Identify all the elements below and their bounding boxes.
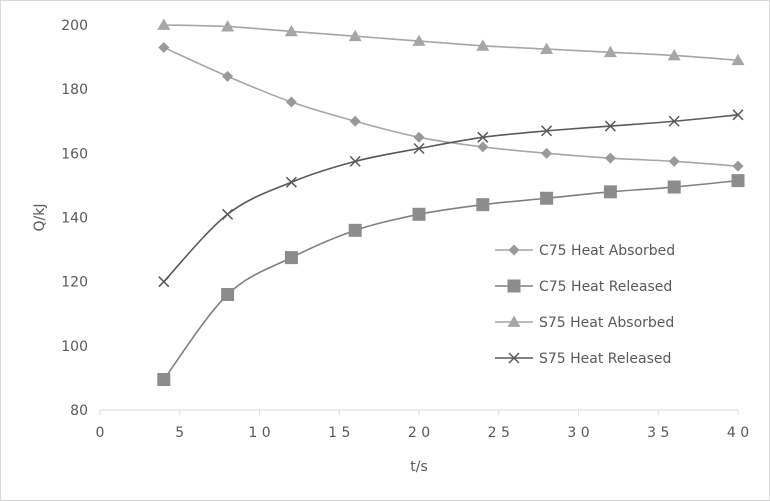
legend-entry: S75 Heat Absorbed: [495, 315, 674, 331]
data-point: [222, 71, 233, 82]
data-point: [157, 19, 170, 30]
x-tick-label: 3 0: [567, 425, 589, 441]
y-tick-label: 160: [61, 146, 88, 162]
data-point: [157, 373, 170, 386]
legend-entry: C75 Heat Absorbed: [495, 243, 675, 259]
data-point: [604, 185, 617, 198]
y-tick-label: 180: [61, 82, 88, 98]
data-point: [350, 156, 360, 166]
x-tick-label: 4 0: [727, 425, 749, 441]
x-tick-label: 2 0: [408, 425, 430, 441]
legend-marker: [509, 245, 520, 256]
data-point: [413, 208, 426, 221]
legend-entry: S75 Heat Released: [495, 351, 671, 367]
data-point: [477, 141, 488, 152]
legend-label: C75 Heat Released: [539, 279, 672, 295]
y-tick-label: 120: [61, 275, 88, 291]
data-point: [668, 181, 681, 194]
data-point: [223, 209, 233, 219]
legend-label: C75 Heat Absorbed: [539, 243, 675, 259]
legend-marker: [508, 280, 521, 293]
data-point: [159, 277, 169, 287]
series-3: [159, 110, 743, 287]
data-point: [476, 198, 489, 211]
y-axis-title: Q/kJ: [32, 204, 48, 232]
data-point: [285, 251, 298, 264]
data-point: [669, 156, 680, 167]
data-point: [349, 224, 362, 237]
data-point: [541, 148, 552, 159]
data-point: [414, 132, 425, 143]
y-tick-label: 140: [61, 211, 88, 227]
data-point: [605, 153, 616, 164]
y-tick-label: 80: [70, 403, 88, 419]
data-point: [221, 288, 234, 301]
data-point: [158, 42, 169, 53]
y-tick-label: 200: [61, 18, 88, 34]
series-2: [157, 19, 744, 66]
series-line: [164, 25, 738, 60]
data-point: [286, 97, 297, 108]
series-0: [158, 42, 743, 172]
x-tick-label: 1 5: [328, 425, 350, 441]
legend-label: S75 Heat Released: [539, 351, 671, 367]
x-tick-label: 0: [96, 425, 105, 441]
legend: C75 Heat Absorbed C75 Heat Released S75 He…: [495, 243, 675, 367]
y-tick-label: 100: [61, 339, 88, 355]
data-point: [733, 161, 744, 172]
data-point: [540, 192, 553, 205]
data-point: [732, 174, 745, 187]
legend-label: S75 Heat Absorbed: [539, 315, 674, 331]
x-tick-label: 5: [175, 425, 184, 441]
data-point: [286, 177, 296, 187]
x-tick-label: 2 5: [488, 425, 510, 441]
x-tick-label: 3 5: [647, 425, 669, 441]
x-axis-title: t/s: [410, 459, 428, 475]
legend-entry: C75 Heat Released: [495, 279, 672, 295]
series-line: [164, 47, 738, 166]
legend-marker: [508, 316, 521, 327]
data-point: [350, 116, 361, 127]
x-tick-label: 1 0: [248, 425, 270, 441]
